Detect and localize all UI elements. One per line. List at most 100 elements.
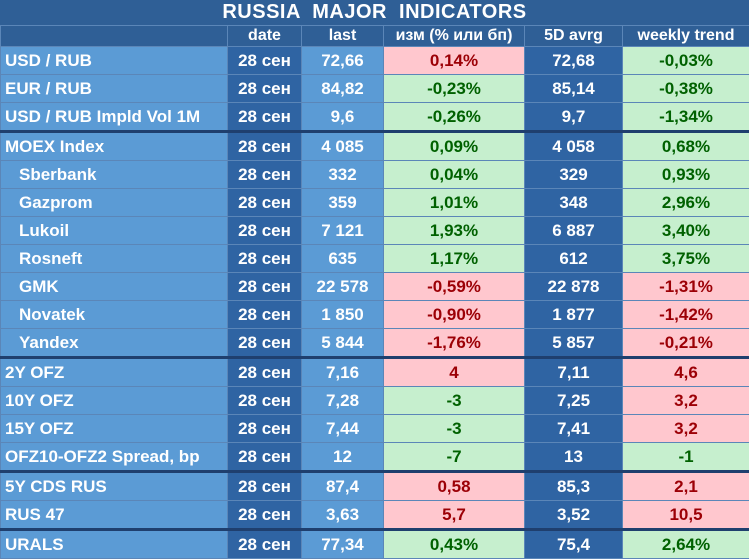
row-change: -1,76% bbox=[384, 329, 525, 358]
row-last: 3,63 bbox=[302, 501, 384, 530]
row-weekly-trend: -0,38% bbox=[623, 75, 749, 103]
row-weekly-trend: -1,31% bbox=[623, 273, 749, 301]
row-weekly-trend: -0,03% bbox=[623, 47, 749, 75]
row-last: 4 085 bbox=[302, 132, 384, 161]
row-change: 0,04% bbox=[384, 161, 525, 189]
row-date: 28 сен bbox=[228, 387, 302, 415]
row-name: Sberbank bbox=[1, 161, 228, 189]
row-last: 359 bbox=[302, 189, 384, 217]
row-5d-avg: 7,41 bbox=[525, 415, 623, 443]
row-5d-avg: 1 877 bbox=[525, 301, 623, 329]
row-last: 7 121 bbox=[302, 217, 384, 245]
row-last: 635 bbox=[302, 245, 384, 273]
row-date: 28 сен bbox=[228, 472, 302, 501]
row-weekly-trend: 3,75% bbox=[623, 245, 749, 273]
row-5d-avg: 22 878 bbox=[525, 273, 623, 301]
row-change: 0,14% bbox=[384, 47, 525, 75]
row-5d-avg: 72,68 bbox=[525, 47, 623, 75]
row-name: 2Y OFZ bbox=[1, 358, 228, 387]
row-change: 4 bbox=[384, 358, 525, 387]
row-date: 28 сен bbox=[228, 301, 302, 329]
row-5d-avg: 85,14 bbox=[525, 75, 623, 103]
row-name: Rosneft bbox=[1, 245, 228, 273]
row-5d-avg: 9,7 bbox=[525, 103, 623, 132]
row-name: RUS 47 bbox=[1, 501, 228, 530]
row-name: EUR / RUB bbox=[1, 75, 228, 103]
row-5d-avg: 5 857 bbox=[525, 329, 623, 358]
row-change: 0,09% bbox=[384, 132, 525, 161]
row-weekly-trend: 3,2 bbox=[623, 415, 749, 443]
indicators-table: date last изм (% или бп) 5D avrg weekly … bbox=[0, 25, 749, 559]
row-weekly-trend: 4,6 bbox=[623, 358, 749, 387]
row-name: USD / RUB Impld Vol 1M bbox=[1, 103, 228, 132]
row-change: -0,90% bbox=[384, 301, 525, 329]
row-date: 28 сен bbox=[228, 501, 302, 530]
row-date: 28 сен bbox=[228, 329, 302, 358]
row-change: -3 bbox=[384, 415, 525, 443]
row-name: GMK bbox=[1, 273, 228, 301]
row-date: 28 сен bbox=[228, 47, 302, 75]
row-weekly-trend: -1 bbox=[623, 443, 749, 472]
row-weekly-trend: 2,96% bbox=[623, 189, 749, 217]
row-weekly-trend: 3,2 bbox=[623, 387, 749, 415]
row-date: 28 сен bbox=[228, 415, 302, 443]
row-change: 1,93% bbox=[384, 217, 525, 245]
row-weekly-trend: 0,93% bbox=[623, 161, 749, 189]
row-last: 9,6 bbox=[302, 103, 384, 132]
row-5d-avg: 4 058 bbox=[525, 132, 623, 161]
row-name: Novatek bbox=[1, 301, 228, 329]
row-name: MOEX Index bbox=[1, 132, 228, 161]
row-change: 1,01% bbox=[384, 189, 525, 217]
row-last: 22 578 bbox=[302, 273, 384, 301]
row-last: 5 844 bbox=[302, 329, 384, 358]
row-change: -0,59% bbox=[384, 273, 525, 301]
row-last: 12 bbox=[302, 443, 384, 472]
indicators-sheet: RUSSIA MAJOR INDICATORS date last изм (%… bbox=[0, 0, 749, 534]
row-weekly-trend: 10,5 bbox=[623, 501, 749, 530]
row-change: -3 bbox=[384, 387, 525, 415]
row-name: Yandex bbox=[1, 329, 228, 358]
row-5d-avg: 13 bbox=[525, 443, 623, 472]
row-weekly-trend: -0,21% bbox=[623, 329, 749, 358]
row-last: 7,16 bbox=[302, 358, 384, 387]
row-date: 28 сен bbox=[228, 273, 302, 301]
row-name: 10Y OFZ bbox=[1, 387, 228, 415]
sheet-title: RUSSIA MAJOR INDICATORS bbox=[0, 0, 749, 25]
row-date: 28 сен bbox=[228, 245, 302, 273]
row-date: 28 сен bbox=[228, 75, 302, 103]
row-5d-avg: 612 bbox=[525, 245, 623, 273]
row-last: 72,66 bbox=[302, 47, 384, 75]
row-5d-avg: 7,25 bbox=[525, 387, 623, 415]
row-date: 28 сен bbox=[228, 132, 302, 161]
row-change: 5,7 bbox=[384, 501, 525, 530]
header-date: date bbox=[228, 26, 302, 47]
header-5d-avg: 5D avrg bbox=[525, 26, 623, 47]
header-row: date last изм (% или бп) 5D avrg weekly … bbox=[1, 26, 749, 47]
row-5d-avg: 348 bbox=[525, 189, 623, 217]
row-last: 87,4 bbox=[302, 472, 384, 501]
row-weekly-trend: -1,34% bbox=[623, 103, 749, 132]
row-name: Lukoil bbox=[1, 217, 228, 245]
row-weekly-trend: 3,40% bbox=[623, 217, 749, 245]
row-weekly-trend: 0,68% bbox=[623, 132, 749, 161]
row-5d-avg: 329 bbox=[525, 161, 623, 189]
row-name: 5Y CDS RUS bbox=[1, 472, 228, 501]
row-last: 332 bbox=[302, 161, 384, 189]
row-change: -0,23% bbox=[384, 75, 525, 103]
row-5d-avg: 3,52 bbox=[525, 501, 623, 530]
header-name bbox=[1, 26, 228, 47]
row-5d-avg: 85,3 bbox=[525, 472, 623, 501]
row-name: 15Y OFZ bbox=[1, 415, 228, 443]
